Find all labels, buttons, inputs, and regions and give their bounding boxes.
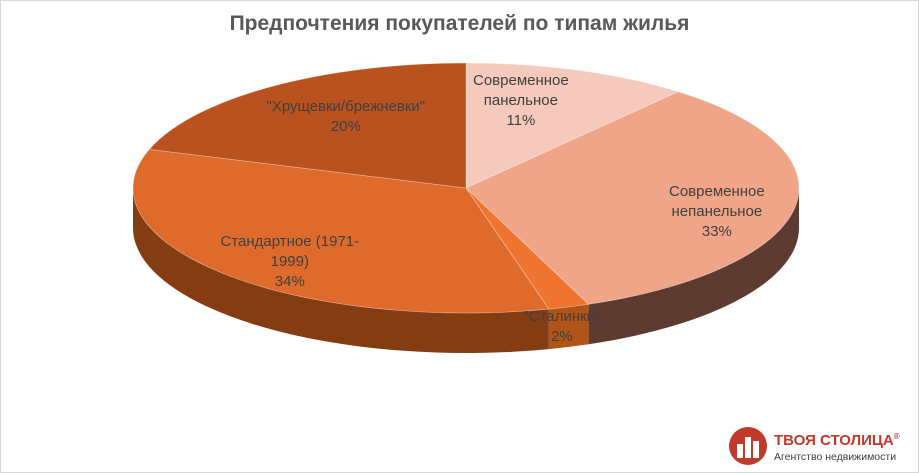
logo-mark-icon (729, 427, 767, 465)
slice-category-label: Стандартное (1971- (220, 233, 360, 250)
slice-category-label: 1999) (270, 253, 309, 270)
slice-category-label: Современное (669, 183, 765, 200)
slice-label-1: Современное панельное 11% (473, 71, 569, 131)
slice-category-label: панельное (483, 92, 558, 109)
slice-3 (465, 187, 590, 310)
slice-category-label: "Хрущевки/брежневки" (266, 98, 426, 115)
slice-1 (465, 62, 680, 189)
slice-value-label: 34% (274, 273, 305, 290)
slice-side-3 (548, 304, 589, 350)
chart-title: Предпочтения покупателей по типам жилья (229, 12, 690, 35)
slice-value-label: 33% (701, 223, 732, 240)
slice-value-label: 2% (551, 328, 573, 345)
slice-5 (148, 62, 467, 189)
slice-category-label: Современное (473, 72, 569, 89)
brand-logo: ТВОЯ СТОЛИЦА® Агентство недвижимости (728, 426, 914, 466)
slice-label-5: "Хрущевки/брежневки" 20% (267, 97, 426, 137)
slice-4 (132, 148, 550, 314)
slice-value-label: 20% (330, 118, 361, 135)
slice-category-label: "Сталинки" (523, 308, 601, 325)
slice-2 (465, 91, 800, 305)
slice-category-label: непанельное (671, 203, 763, 220)
slice-label-2: Современное непанельное 33% (669, 182, 765, 242)
slice-label-4: Стандартное (1971- 1999) 34% (221, 232, 360, 292)
slice-side-4 (133, 188, 549, 353)
brand-name: ТВОЯ СТОЛИЦА® (774, 432, 900, 449)
slice-value-label: 11% (506, 112, 536, 129)
brand-tagline: Агентство недвижимости (774, 451, 897, 463)
slice-label-3: "Сталинки" 2% (524, 307, 601, 347)
slice-side-2 (588, 188, 799, 345)
